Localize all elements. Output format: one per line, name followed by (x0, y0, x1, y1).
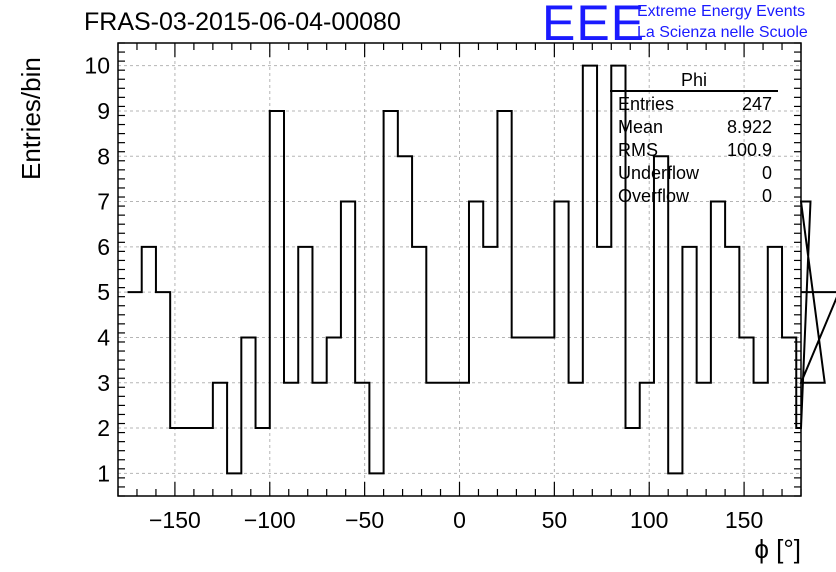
x-tick-label: −100 (244, 507, 296, 533)
eee-logo: EEE (542, 0, 646, 51)
stats-row: RMS 100.9 (610, 139, 778, 162)
y-tick-label: 5 (97, 279, 110, 305)
y-tick-label: 7 (97, 189, 110, 215)
y-tick-label: 8 (97, 143, 110, 169)
axis-ticks (117, 42, 802, 497)
y-tick-label: 1 (97, 460, 110, 486)
stats-value: 0 (761, 186, 772, 206)
tick-labels: −150 −100 −50 0 50 100 150 1 2 3 4 5 6 7 8 9 10 (84, 53, 763, 533)
stats-label: Underflow (618, 163, 700, 183)
y-tick-label: 6 (97, 234, 110, 260)
logo-line-1: Extreme Energy Events (637, 3, 806, 20)
stats-row: Entries 247 (610, 93, 778, 116)
stats-label: Mean (618, 117, 664, 137)
x-tick-label: 50 (542, 507, 568, 533)
logo-line-2: La Scienza nelle Scuole (637, 24, 808, 41)
stats-label: RMS (618, 140, 658, 160)
stats-row: Underflow 0 (610, 162, 778, 185)
stats-label: Overflow (618, 186, 690, 206)
y-tick-label: 10 (84, 53, 110, 79)
stats-value: 0 (761, 163, 772, 183)
x-tick-label: −50 (345, 507, 384, 533)
x-tick-label: 100 (630, 507, 668, 533)
stats-value: 247 (741, 94, 772, 114)
x-axis-label: ϕ [°] (754, 534, 801, 564)
y-tick-label: 4 (97, 324, 110, 350)
stats-value: 100.9 (726, 140, 772, 160)
x-tick-label: 150 (725, 507, 763, 533)
histogram (127, 64, 836, 475)
stats-row: Mean 8.922 (610, 116, 778, 139)
x-tick-label: −150 (149, 507, 201, 533)
y-tick-label: 2 (97, 415, 110, 441)
stats-value: 8.922 (726, 117, 772, 137)
stats-box: Phi Entries 247 Mean 8.922 RMS 100.9 Underflow… (610, 68, 778, 208)
x-tick-label: 0 (453, 507, 466, 533)
stats-title: Phi (610, 68, 778, 92)
stats-label: Entries (618, 94, 675, 114)
y-tick-label: 9 (97, 98, 110, 124)
histogram-line (127, 64, 836, 475)
y-tick-label: 3 (97, 370, 110, 396)
y-axis-label: Entries/bin (16, 57, 46, 180)
chart-title: FRAS-03-2015-06-04-00080 (84, 8, 401, 36)
stats-row: Overflow 0 (610, 185, 778, 208)
